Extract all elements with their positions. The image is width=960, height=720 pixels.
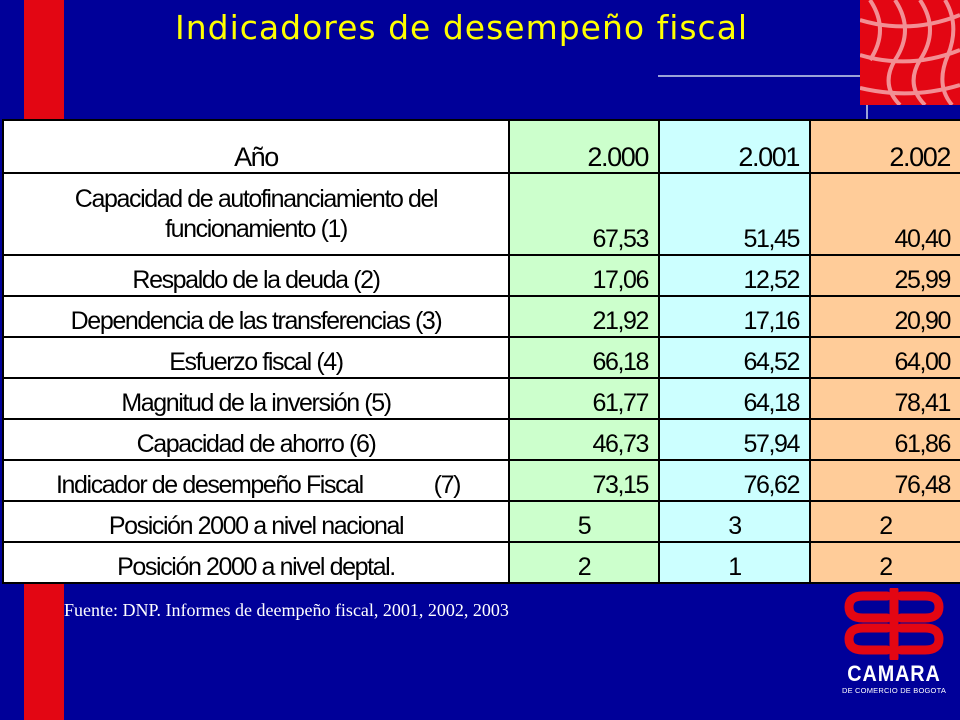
table-row: Capacidad de ahorro (6) 46,73 57,94 61,8…	[2, 418, 960, 461]
cell-2000: 46,73	[508, 418, 660, 461]
row-label-line1: Capacidad de autofinanciamiento del	[74, 185, 439, 213]
cell-2001: 57,94	[658, 418, 811, 461]
cell-2000: 2	[508, 541, 660, 584]
cell-2001: 64,18	[658, 377, 811, 420]
cell-2001: 51,45	[658, 172, 811, 256]
row-label-note: (7)	[433, 471, 462, 499]
cell-2001: 76,62	[658, 459, 811, 502]
cell-2000: 73,15	[508, 459, 660, 502]
row-label: Dependencia de las transferencias (3)	[2, 295, 510, 338]
year-2001-header: 2.001	[658, 119, 811, 174]
table-row: Magnitud de la inversión (5) 61,77 64,18…	[2, 377, 960, 420]
cell-2002: 78,41	[809, 377, 960, 420]
cell-2002: 61,86	[809, 418, 960, 461]
camara-emblem-icon	[844, 588, 944, 660]
row-label: Posición 2000 a nivel deptal.	[2, 541, 510, 584]
table-row: Posición 2000 a nivel deptal. 2 1 2	[2, 541, 960, 584]
cell-2001: 64,52	[658, 336, 811, 379]
logo-subtitle: DE COMERCIO DE BOGOTA	[841, 686, 947, 695]
row-label-line2: funcionamiento (1)	[165, 215, 348, 243]
logo-pattern-icon	[860, 0, 960, 105]
cell-2002: 76,48	[809, 459, 960, 502]
cell-2001: 3	[658, 500, 811, 543]
year-2000-header: 2.000	[508, 119, 660, 174]
cell-2002: 20,90	[809, 295, 960, 338]
row-label: Magnitud de la inversión (5)	[2, 377, 510, 420]
table-row: Respaldo de la deuda (2) 17,06 12,52 25,…	[2, 254, 960, 297]
table-header-row: Año 2.000 2.001 2.002	[2, 119, 960, 174]
row-label: Capacidad de autofinanciamiento del func…	[2, 172, 510, 256]
row-label: Esfuerzo fiscal (4)	[2, 336, 510, 379]
source-note: Fuente: DNP. Informes de deempeño fiscal…	[64, 600, 509, 620]
cell-2002: 64,00	[809, 336, 960, 379]
cell-2000: 21,92	[508, 295, 660, 338]
cell-2000: 67,53	[508, 172, 660, 256]
table-row: Posición 2000 a nivel nacional 5 3 2	[2, 500, 960, 543]
cell-2002: 40,40	[809, 172, 960, 256]
table-row: Capacidad de autofinanciamiento del func…	[2, 172, 960, 256]
cell-2002: 2	[809, 541, 960, 584]
row-label: Posición 2000 a nivel nacional	[2, 500, 510, 543]
table-row: Indicador de desempeño Fiscal (7) 73,15 …	[2, 459, 960, 502]
cell-2002: 2	[809, 500, 960, 543]
cell-2002: 25,99	[809, 254, 960, 297]
cell-2000: 66,18	[508, 336, 660, 379]
camara-logo: CAMARA DE COMERCIO DE BOGOTA	[832, 588, 956, 706]
year-header-cell: Año	[2, 119, 510, 174]
table-row: Esfuerzo fiscal (4) 66,18 64,52 64,00	[2, 336, 960, 379]
row-label: Respaldo de la deuda (2)	[2, 254, 510, 297]
cell-2000: 17,06	[508, 254, 660, 297]
row-label: Capacidad de ahorro (6)	[2, 418, 510, 461]
logo-name: CAMARA	[847, 661, 941, 686]
fiscal-indicators-table: Año 2.000 2.001 2.002 Capacidad de autof…	[2, 119, 960, 584]
cell-2001: 1	[658, 541, 811, 584]
row-label-text: Indicador de desempeño Fiscal	[56, 471, 364, 499]
title-underline	[658, 75, 868, 77]
year-2002-header: 2.002	[809, 119, 960, 174]
slide-title: Indicadores de desempeño fiscal	[175, 8, 749, 47]
cell-2000: 61,77	[508, 377, 660, 420]
cell-2001: 12,52	[658, 254, 811, 297]
table-row: Dependencia de las transferencias (3) 21…	[2, 295, 960, 338]
row-label: Indicador de desempeño Fiscal (7)	[2, 459, 510, 502]
cell-2000: 5	[508, 500, 660, 543]
cell-2001: 17,16	[658, 295, 811, 338]
